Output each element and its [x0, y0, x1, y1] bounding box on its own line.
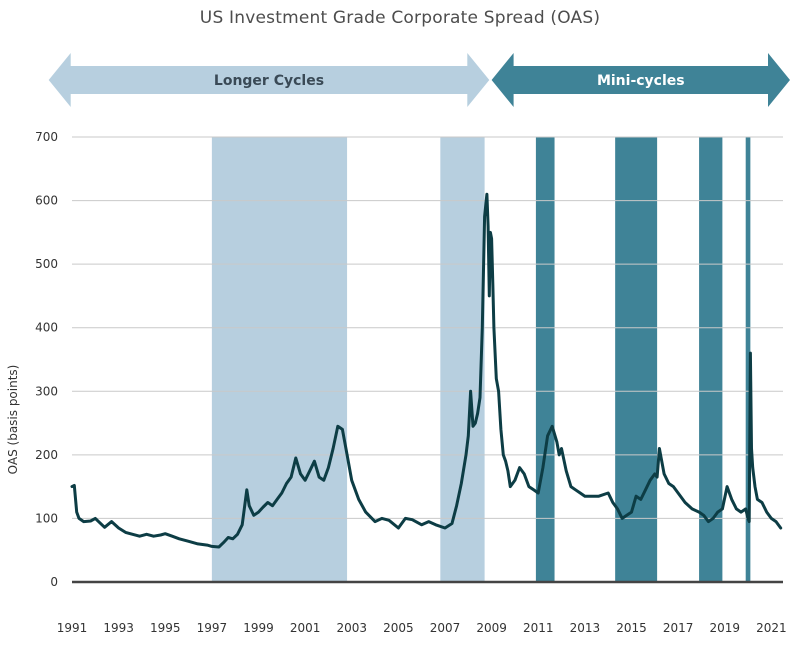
- x-tick-label-2019: 2019: [709, 621, 740, 635]
- x-tick-label-2017: 2017: [663, 621, 694, 635]
- shaded-band-mini-5: [745, 137, 751, 582]
- y-tick-label-200: 200: [35, 448, 58, 462]
- x-tick-label-1991: 1991: [57, 621, 88, 635]
- x-tick-label-2011: 2011: [523, 621, 554, 635]
- shaded-band-longer-1: [440, 137, 485, 582]
- x-tick-label-2005: 2005: [383, 621, 414, 635]
- x-tick-label-2021: 2021: [756, 621, 787, 635]
- y-tick-label-0: 0: [50, 575, 58, 589]
- shaded-band-mini-2: [535, 137, 555, 582]
- shaded-band-mini-4: [699, 137, 723, 582]
- x-tick-label-2003: 2003: [336, 621, 367, 635]
- y-tick-label-500: 500: [35, 257, 58, 271]
- y-tick-label-100: 100: [35, 511, 58, 525]
- y-tick-label-400: 400: [35, 321, 58, 335]
- x-tick-label-1993: 1993: [103, 621, 134, 635]
- cycle-arrow-0: [48, 53, 490, 107]
- x-tick-label-2009: 2009: [476, 621, 507, 635]
- cycle-arrow-1: [491, 53, 790, 107]
- cycle-arrow-label-0: Longer Cycles: [214, 73, 324, 89]
- x-tick-label-1995: 1995: [150, 621, 181, 635]
- y-tick-label-600: 600: [35, 194, 58, 208]
- x-tick-label-1999: 1999: [243, 621, 274, 635]
- x-tick-label-1997: 1997: [197, 621, 228, 635]
- x-tick-label-2001: 2001: [290, 621, 321, 635]
- shaded-band-longer-0: [211, 137, 348, 582]
- chart-title: US Investment Grade Corporate Spread (OA…: [199, 8, 601, 28]
- shaded-band-mini-3: [615, 137, 658, 582]
- x-tick-label-2015: 2015: [616, 621, 647, 635]
- y-tick-label-300: 300: [35, 384, 58, 398]
- cycle-arrow-label-1: Mini-cycles: [597, 73, 685, 89]
- y-axis-label: OAS (basis points): [6, 365, 20, 475]
- x-tick-label-2007: 2007: [430, 621, 461, 635]
- y-tick-label-700: 700: [35, 130, 58, 144]
- x-tick-label-2013: 2013: [570, 621, 601, 635]
- oas-series-line: [70, 192, 783, 549]
